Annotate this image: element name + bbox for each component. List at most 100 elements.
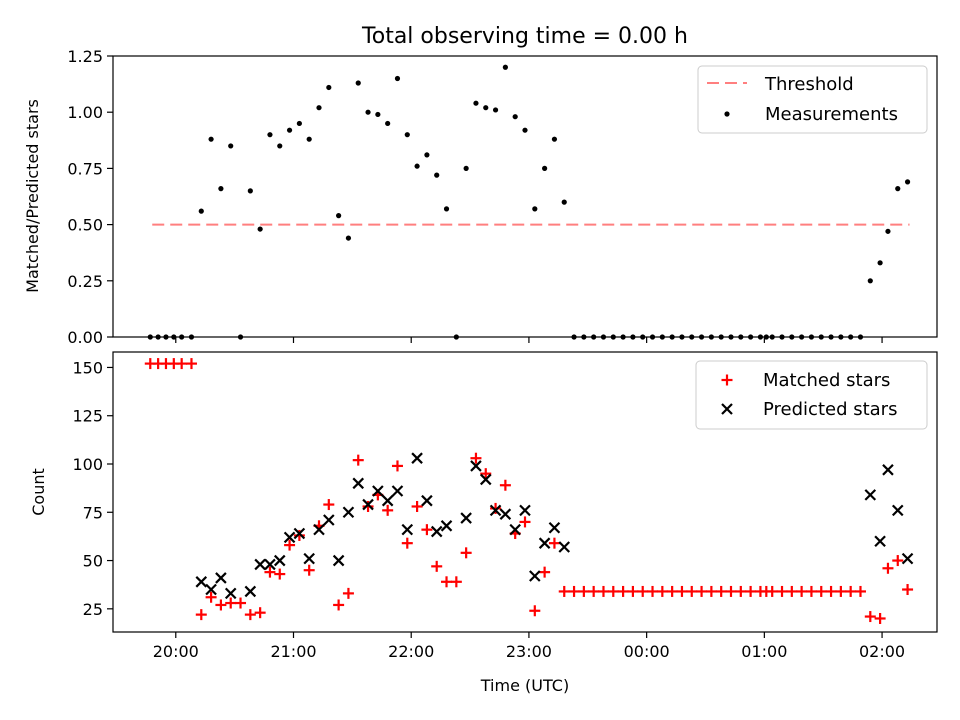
measurement-point <box>799 334 805 340</box>
matched-star-point <box>825 585 837 597</box>
measurement-point <box>257 226 263 232</box>
matched-star-point <box>499 479 511 491</box>
count-x-tick-label: 22:00 <box>388 642 434 661</box>
predicted-star-point <box>215 572 227 584</box>
measurement-point <box>769 334 775 340</box>
predicted-star-point <box>901 552 914 565</box>
legend-predicted-label: Predicted stars <box>763 399 897 420</box>
measurement-point <box>355 80 361 86</box>
ratio-y-tick-label: 0.00 <box>67 328 103 347</box>
count-y-axis-title: Count <box>29 468 48 516</box>
count-x-tick-label: 01:00 <box>741 642 787 661</box>
measurement-point <box>198 208 204 214</box>
measurement-point <box>630 334 636 340</box>
matched-star-point <box>529 605 541 617</box>
measurement-point <box>453 334 459 340</box>
matched-star-point <box>686 585 698 597</box>
matched-star-point <box>235 597 247 609</box>
matched-star-point <box>352 454 364 466</box>
measurement-point <box>286 127 293 133</box>
matched-star-point <box>607 585 619 597</box>
measurement-point <box>179 334 185 340</box>
measurement-point <box>857 334 864 340</box>
measurement-point <box>679 334 685 340</box>
count-y-tick-label: 150 <box>72 358 103 377</box>
count-x-tick-label: 21:00 <box>270 642 316 661</box>
legend-measurements-swatch <box>724 111 730 117</box>
matched-star-point <box>185 358 197 370</box>
predicted-stars-series <box>195 452 914 600</box>
count-y-tick-label: 50 <box>83 552 103 571</box>
matched-star-point <box>835 585 847 597</box>
ratio-y-tick-label: 1.25 <box>67 47 103 66</box>
matched-star-point <box>874 612 886 624</box>
ratio-plot-area <box>112 55 938 338</box>
matched-star-point <box>470 452 482 464</box>
measurement-point <box>375 111 381 118</box>
measurement-point <box>163 334 169 340</box>
ratio-y-tick-label: 1.00 <box>67 103 103 122</box>
matched-star-point <box>421 524 433 536</box>
measurement-point <box>306 136 312 142</box>
matched-star-point <box>735 585 747 597</box>
count-y-axis: 25 50 75 100 125 150 <box>72 358 113 619</box>
matched-star-point <box>666 585 678 597</box>
matched-star-point <box>176 358 188 370</box>
measurement-point <box>581 334 587 340</box>
ratio-legend: Threshold Measurements <box>697 65 928 134</box>
measurement-point <box>147 334 153 340</box>
ratio-y-tick-label: 0.25 <box>67 272 103 291</box>
measurement-point <box>208 136 214 142</box>
count-plot-area <box>112 351 938 633</box>
chart-title: Total observing time = 0.00 h <box>361 24 688 49</box>
predicted-star-point <box>548 521 561 534</box>
predicted-star-point <box>313 523 325 536</box>
measurement-point <box>237 334 244 340</box>
measurement-point <box>188 334 195 340</box>
matched-star-point <box>588 585 600 597</box>
predicted-star-point <box>489 504 502 517</box>
measurement-point <box>561 199 567 205</box>
matched-star-point <box>578 585 590 597</box>
matched-star-point <box>656 585 668 597</box>
matched-star-point <box>490 502 502 514</box>
measurement-point <box>748 334 754 340</box>
predicted-star-point <box>864 489 877 501</box>
ratio-x-axis <box>175 337 883 343</box>
measurement-point <box>277 143 283 149</box>
matched-star-point <box>333 599 345 611</box>
legend-threshold-label: Threshold <box>764 74 854 95</box>
matched-star-point <box>548 537 560 549</box>
measurement-point <box>877 260 883 266</box>
predicted-star-point <box>874 535 886 548</box>
measurement-point <box>296 120 302 127</box>
measurement-point <box>267 132 273 138</box>
measurement-point <box>808 334 815 340</box>
matched-star-point <box>195 609 207 621</box>
predicted-star-point <box>332 554 345 567</box>
measurement-point <box>551 136 558 142</box>
measurement-point <box>818 334 824 340</box>
count-x-axis-title: Time (UTC) <box>480 676 569 695</box>
predicted-star-point <box>558 541 571 553</box>
matched-star-point <box>745 585 757 597</box>
measurement-point <box>247 188 253 194</box>
predicted-star-point <box>283 531 296 544</box>
ratio-y-axis-title: Matched/Predicted stars <box>23 99 42 293</box>
matched-star-point <box>431 560 443 572</box>
predicted-star-point <box>538 537 551 549</box>
count-x-tick-label: 02:00 <box>859 642 905 661</box>
measurement-point <box>155 334 161 340</box>
matched-star-point <box>284 539 296 551</box>
predicted-star-point <box>411 452 423 464</box>
matched-star-point <box>597 585 609 597</box>
measurement-point <box>728 334 734 340</box>
legend-matched-marker <box>721 374 733 386</box>
measurement-point <box>492 107 499 113</box>
measurement-point <box>757 334 764 340</box>
matched-star-point <box>382 504 394 516</box>
measurement-point <box>443 206 450 212</box>
measurement-point <box>522 127 528 133</box>
matched-star-point <box>776 585 788 597</box>
measurement-point <box>345 235 352 241</box>
